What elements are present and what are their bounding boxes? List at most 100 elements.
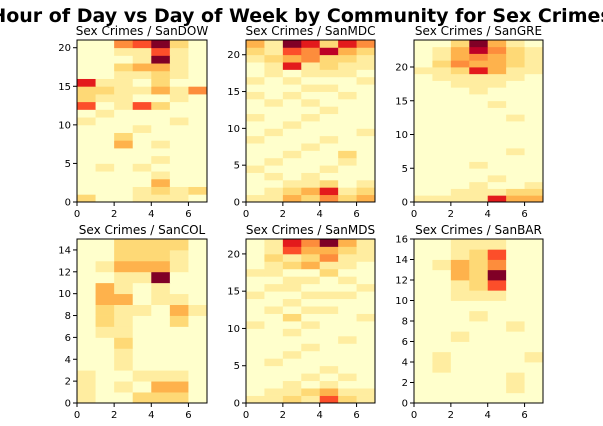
heatmap-cell [356,121,376,129]
heatmap-cell [188,86,208,95]
heatmap-cell [319,98,339,107]
heatmap-cell [95,260,115,273]
heatmap-cell [169,186,189,195]
heatmap-cell [188,148,208,157]
heatmap-cell [264,40,284,48]
heatmap-cell [151,178,171,187]
heatmap-cell [246,388,265,396]
heatmap-cell [282,246,302,255]
heatmap-cell [151,86,171,95]
panel-title: Sex Crimes / SanMDC [246,24,376,38]
heatmap-cell [469,114,489,122]
heatmap-cell [282,113,302,122]
heatmap-cell [356,298,376,307]
heatmap-cell [414,372,433,383]
heatmap-cell [301,306,321,314]
heatmap-cell [338,395,357,404]
y-tick-label: 0 [402,198,408,209]
heatmap-cell [264,157,284,166]
heatmap-cell [282,350,302,359]
heatmap-cell [487,46,507,54]
y-tick-label: 5 [234,361,240,372]
heatmap-cell [319,69,339,78]
heatmap-cell [524,372,544,383]
heatmap-cell [301,54,321,63]
heatmap-cell [114,70,134,79]
heatmap-cell [114,86,134,95]
heatmap-cell [95,155,115,164]
heatmap-cell [506,60,525,68]
heatmap-cell [469,331,489,342]
x-tick-label: 6 [185,410,191,421]
heatmap-cell [282,328,302,337]
heatmap-cell [114,117,134,126]
heatmap-cell [264,91,284,100]
heatmap-cell [264,128,284,137]
heatmap-cell [301,76,321,85]
heatmap-cell [524,46,544,54]
heatmap-cell [356,343,376,352]
heatmap-cell [188,260,208,273]
y-tick-label: 0 [65,399,71,410]
heatmap-cell [524,331,544,342]
heatmap-cell [282,298,302,307]
heatmap-cell [524,249,544,260]
heatmap-cell [506,351,525,363]
heatmap-cell [432,67,452,75]
heatmap-cell [264,291,284,300]
x-tick-label: 0 [411,410,417,421]
heatmap-cell [356,239,376,247]
x-tick-label: 0 [243,410,249,421]
heatmap-cell [151,304,171,316]
heatmap-cell [188,70,208,79]
heatmap-cell [450,46,470,54]
heatmap-cell [450,249,470,260]
heatmap-cell [524,154,544,162]
heatmap-cell [450,310,470,322]
heatmap-cell [95,78,115,87]
heatmap-cell [188,171,208,180]
heatmap-cell [487,310,507,322]
heatmap-cell [264,106,284,115]
heatmap-cell [432,195,452,203]
heatmap-cell [169,392,189,404]
heatmap-cell [114,140,134,149]
heatmap-cell [506,392,525,404]
heatmap-cell [95,293,115,305]
heatmap-cell [264,313,284,322]
heatmap-cell [264,365,284,374]
heatmap-cell [282,373,302,382]
heatmap-cell [319,268,339,277]
heatmap-cell [77,155,96,164]
heatmap-cell [132,40,152,49]
heatmap-cell [301,328,321,337]
heatmap-cell [319,76,339,85]
x-tick-label: 6 [521,209,527,220]
heatmap-cell [450,341,470,353]
heatmap-cell [319,187,339,196]
heatmap-cell [77,86,96,95]
heatmap-cell [77,381,96,393]
heatmap-cell [77,94,96,103]
x-tick-label: 4 [317,410,323,421]
heatmap-cell [169,40,189,49]
heatmap-cell [246,143,265,151]
heatmap-cell [450,114,470,122]
x-tick-label: 4 [317,209,323,220]
heatmap-cell [338,69,357,78]
heatmap-cell [301,373,321,382]
heatmap-cell [282,69,302,78]
heatmap-cell [469,290,489,301]
heatmap-cell [414,60,433,68]
heatmap-cell [301,91,321,100]
heatmap-panel: Sex Crimes / SanBAR 0 2 4 6 0 2 4 6 8 10 12 14 16 [395,223,544,421]
heatmap-cell [414,148,433,156]
heatmap-cell [264,380,284,389]
heatmap-cell [356,388,376,396]
heatmap-cell [114,94,134,103]
heatmap-cell [432,310,452,322]
heatmap-panel: Sex Crimes / SanCOL 0 2 4 6 0 2 4 6 8 10 12 14 [58,223,208,421]
heatmap-cell [95,63,115,72]
heatmap-cell [246,328,265,337]
heatmap-cell [132,337,152,349]
